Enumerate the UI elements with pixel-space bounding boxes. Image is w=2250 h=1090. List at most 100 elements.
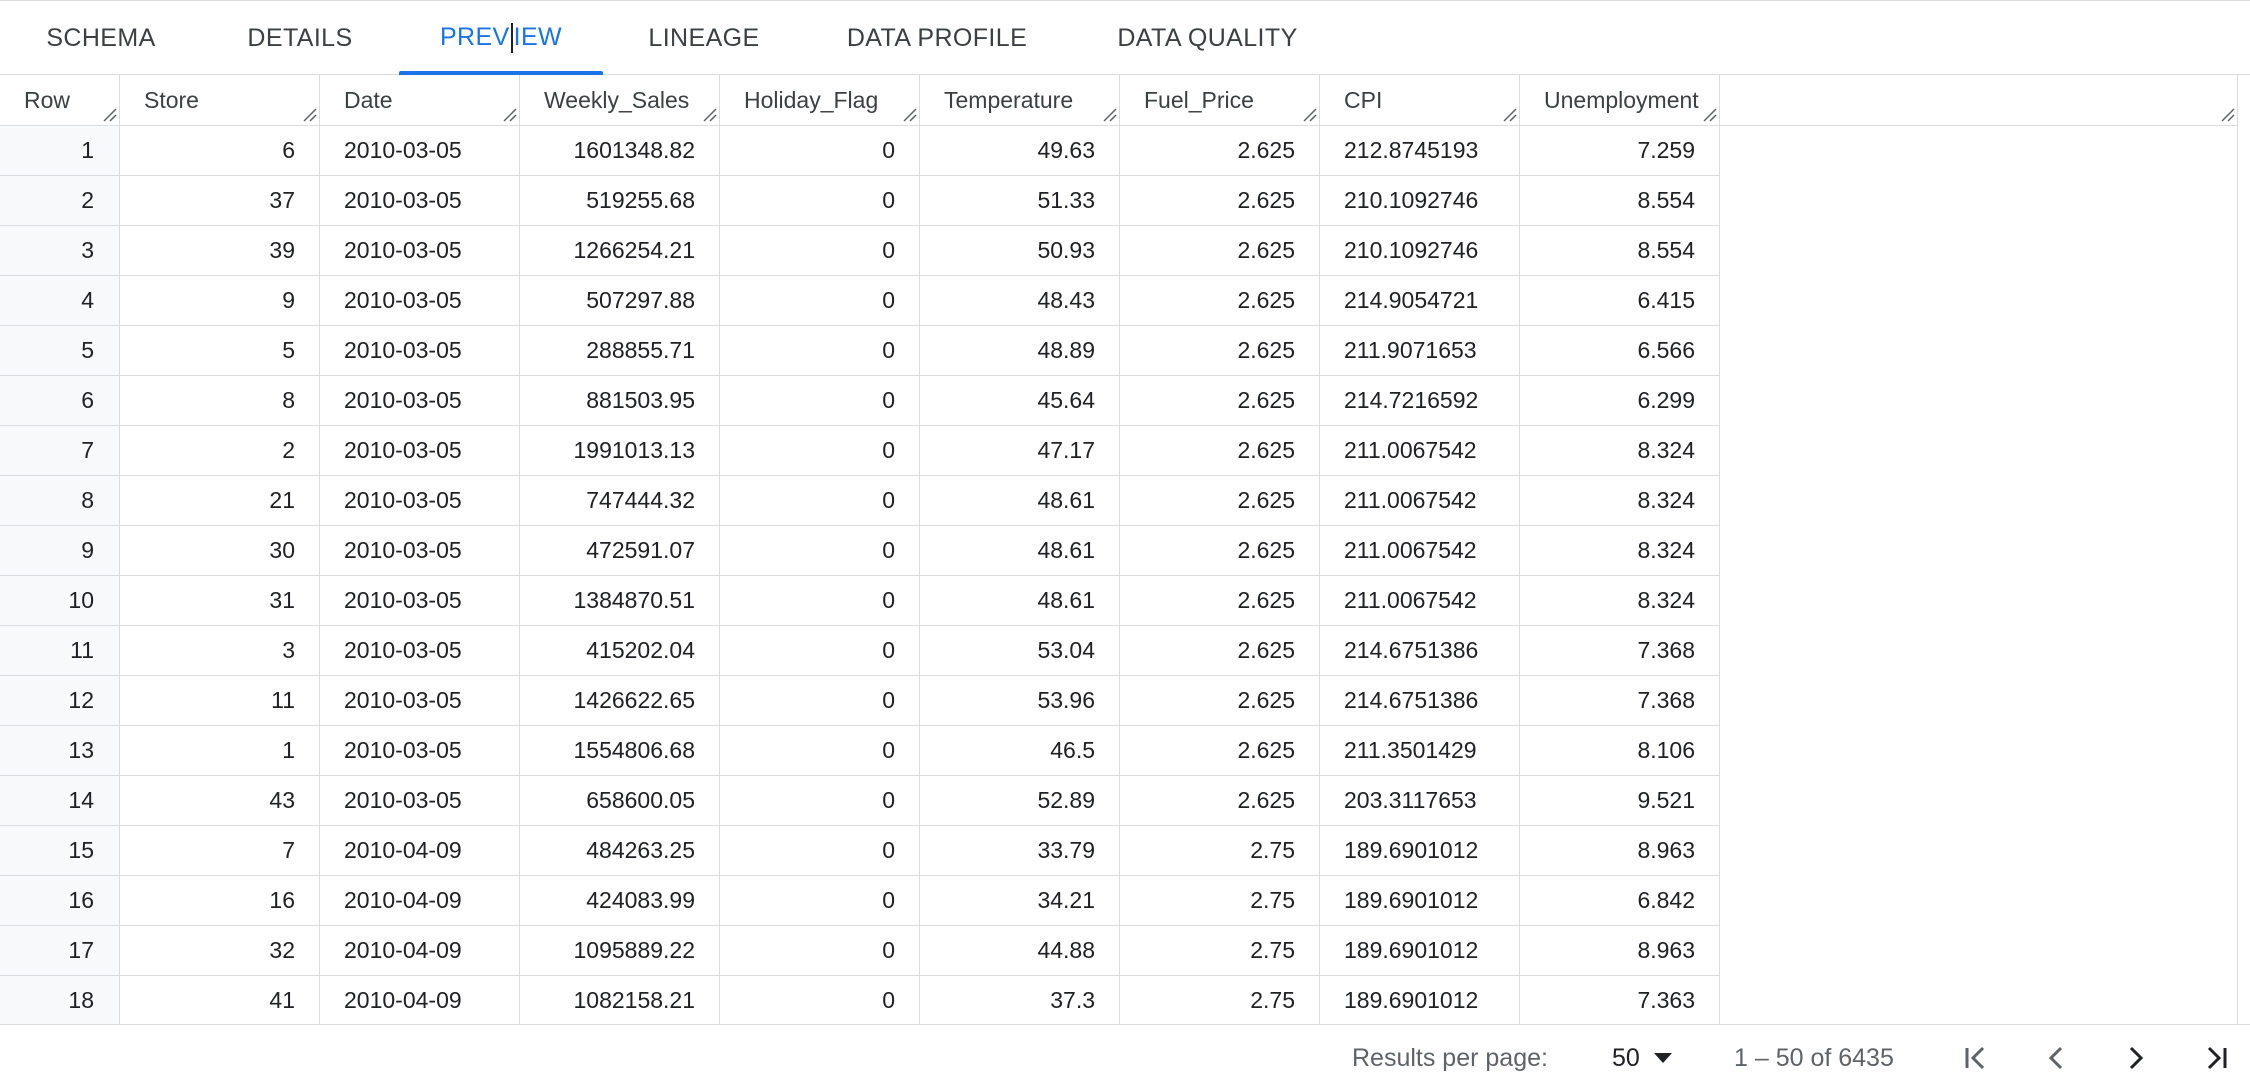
cell-store[interactable]: 9	[120, 276, 320, 326]
table-row[interactable]: 9 30 2010-03-05 472591.07 0 48.61 2.625 211.006…	[0, 526, 1720, 576]
table-row[interactable]: 8 21 2010-03-05 747444.32 0 48.61 2.625 211.006…	[0, 476, 1720, 526]
cell-fuel-price[interactable]: 2.625	[1120, 676, 1320, 726]
cell-weekly-sales[interactable]: 1266254.21	[520, 226, 720, 276]
column-resize-handle-icon[interactable]	[1503, 108, 1517, 122]
cell-weekly-sales[interactable]: 507297.88	[520, 276, 720, 326]
cell-fuel-price[interactable]: 2.625	[1120, 226, 1320, 276]
table-row[interactable]: 12 11 2010-03-05 1426622.65 0 53.96 2.625 214.6…	[0, 676, 1720, 726]
cell-date[interactable]: 2010-04-09	[320, 876, 520, 926]
cell-cpi[interactable]: 211.0067542	[1320, 576, 1520, 626]
cell-date[interactable]: 2010-03-05	[320, 576, 520, 626]
column-header-row[interactable]: Row	[0, 75, 120, 126]
first-page-button[interactable]	[1956, 1038, 1996, 1078]
tab-data-profile[interactable]: DATA PROFILE	[830, 1, 1044, 75]
cell-store[interactable]: 21	[120, 476, 320, 526]
cell-unemployment[interactable]: 6.299	[1520, 376, 1720, 426]
cell-date[interactable]: 2010-03-05	[320, 676, 520, 726]
cell-date[interactable]: 2010-03-05	[320, 226, 520, 276]
cell-temperature[interactable]: 48.43	[920, 276, 1120, 326]
cell-date[interactable]: 2010-03-05	[320, 776, 520, 826]
cell-weekly-sales[interactable]: 415202.04	[520, 626, 720, 676]
cell-store[interactable]: 11	[120, 676, 320, 726]
column-header-unemployment[interactable]: Unemployment	[1520, 75, 1720, 126]
cell-weekly-sales[interactable]: 1082158.21	[520, 976, 720, 1024]
cell-unemployment[interactable]: 8.963	[1520, 926, 1720, 976]
cell-unemployment[interactable]: 8.324	[1520, 526, 1720, 576]
cell-temperature[interactable]: 48.61	[920, 576, 1120, 626]
cell-fuel-price[interactable]: 2.75	[1120, 976, 1320, 1024]
cell-date[interactable]: 2010-03-05	[320, 326, 520, 376]
row-number-cell[interactable]: 8	[0, 476, 120, 526]
cell-temperature[interactable]: 46.5	[920, 726, 1120, 776]
row-number-cell[interactable]: 12	[0, 676, 120, 726]
cell-store[interactable]: 5	[120, 326, 320, 376]
cell-date[interactable]: 2010-03-05	[320, 426, 520, 476]
table-row[interactable]: 15 7 2010-04-09 484263.25 0 33.79 2.75 189.6901…	[0, 826, 1720, 876]
column-resize-handle-icon[interactable]	[703, 108, 717, 122]
cell-weekly-sales[interactable]: 747444.32	[520, 476, 720, 526]
cell-temperature[interactable]: 49.63	[920, 126, 1120, 176]
table-row[interactable]: 5 5 2010-03-05 288855.71 0 48.89 2.625 211.9071…	[0, 326, 1720, 376]
row-number-cell[interactable]: 18	[0, 976, 120, 1024]
cell-cpi[interactable]: 214.7216592	[1320, 376, 1520, 426]
cell-weekly-sales[interactable]: 1554806.68	[520, 726, 720, 776]
cell-fuel-price[interactable]: 2.625	[1120, 176, 1320, 226]
cell-date[interactable]: 2010-03-05	[320, 276, 520, 326]
tab-lineage[interactable]: LINEAGE	[632, 1, 776, 75]
cell-weekly-sales[interactable]: 472591.07	[520, 526, 720, 576]
cell-unemployment[interactable]: 8.554	[1520, 226, 1720, 276]
cell-holiday-flag[interactable]: 0	[720, 326, 920, 376]
cell-weekly-sales[interactable]: 288855.71	[520, 326, 720, 376]
cell-store[interactable]: 8	[120, 376, 320, 426]
column-resize-handle-icon[interactable]	[1103, 108, 1117, 122]
cell-unemployment[interactable]: 8.324	[1520, 426, 1720, 476]
cell-holiday-flag[interactable]: 0	[720, 776, 920, 826]
cell-date[interactable]: 2010-03-05	[320, 126, 520, 176]
cell-unemployment[interactable]: 7.368	[1520, 626, 1720, 676]
table-row[interactable]: 17 32 2010-04-09 1095889.22 0 44.88 2.75 189.69…	[0, 926, 1720, 976]
cell-holiday-flag[interactable]: 0	[720, 926, 920, 976]
cell-store[interactable]: 32	[120, 926, 320, 976]
cell-cpi[interactable]: 189.6901012	[1320, 876, 1520, 926]
cell-unemployment[interactable]: 7.259	[1520, 126, 1720, 176]
cell-date[interactable]: 2010-04-09	[320, 826, 520, 876]
cell-temperature[interactable]: 44.88	[920, 926, 1120, 976]
row-number-cell[interactable]: 9	[0, 526, 120, 576]
column-header-cpi[interactable]: CPI	[1320, 75, 1520, 126]
tab-preview[interactable]: PREV IEW	[399, 1, 603, 75]
row-number-cell[interactable]: 4	[0, 276, 120, 326]
cell-holiday-flag[interactable]: 0	[720, 526, 920, 576]
cell-temperature[interactable]: 53.04	[920, 626, 1120, 676]
cell-store[interactable]: 37	[120, 176, 320, 226]
cell-weekly-sales[interactable]: 1095889.22	[520, 926, 720, 976]
cell-weekly-sales[interactable]: 1384870.51	[520, 576, 720, 626]
column-resize-handle-icon[interactable]	[2221, 108, 2235, 122]
results-per-page-select[interactable]: 50	[1612, 1025, 1672, 1090]
cell-store[interactable]: 2	[120, 426, 320, 476]
cell-fuel-price[interactable]: 2.625	[1120, 326, 1320, 376]
cell-weekly-sales[interactable]: 658600.05	[520, 776, 720, 826]
cell-unemployment[interactable]: 8.324	[1520, 476, 1720, 526]
row-number-cell[interactable]: 3	[0, 226, 120, 276]
cell-cpi[interactable]: 212.8745193	[1320, 126, 1520, 176]
cell-fuel-price[interactable]: 2.75	[1120, 826, 1320, 876]
table-row[interactable]: 6 8 2010-03-05 881503.95 0 45.64 2.625 214.7216…	[0, 376, 1720, 426]
table-row[interactable]: 4 9 2010-03-05 507297.88 0 48.43 2.625 214.9054…	[0, 276, 1720, 326]
cell-holiday-flag[interactable]: 0	[720, 426, 920, 476]
row-number-cell[interactable]: 15	[0, 826, 120, 876]
table-row[interactable]: 14 43 2010-03-05 658600.05 0 52.89 2.625 203.31…	[0, 776, 1720, 826]
last-page-button[interactable]	[2196, 1038, 2236, 1078]
cell-unemployment[interactable]: 6.566	[1520, 326, 1720, 376]
cell-cpi[interactable]: 210.1092746	[1320, 226, 1520, 276]
row-number-cell[interactable]: 16	[0, 876, 120, 926]
cell-fuel-price[interactable]: 2.625	[1120, 526, 1320, 576]
table-row[interactable]: 2 37 2010-03-05 519255.68 0 51.33 2.625 210.109…	[0, 176, 1720, 226]
cell-cpi[interactable]: 189.6901012	[1320, 826, 1520, 876]
cell-cpi[interactable]: 189.6901012	[1320, 926, 1520, 976]
cell-temperature[interactable]: 48.61	[920, 476, 1120, 526]
cell-fuel-price[interactable]: 2.625	[1120, 726, 1320, 776]
cell-unemployment[interactable]: 8.554	[1520, 176, 1720, 226]
column-header-holiday-flag[interactable]: Holiday_Flag	[720, 75, 920, 126]
cell-cpi[interactable]: 211.0067542	[1320, 476, 1520, 526]
cell-fuel-price[interactable]: 2.625	[1120, 126, 1320, 176]
